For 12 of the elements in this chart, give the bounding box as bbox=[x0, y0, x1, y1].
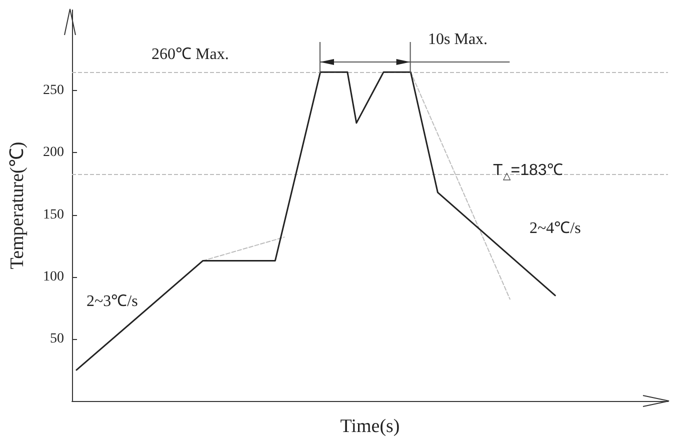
y-tick-label: 250 bbox=[43, 83, 64, 98]
ref-line-label: T$_{△}$=183℃ bbox=[493, 162, 563, 183]
annotation: 10s Max. bbox=[428, 31, 488, 48]
annotation: 2~3℃/s bbox=[86, 293, 138, 310]
y-tick-label: 100 bbox=[43, 269, 64, 284]
y-tick-label: 150 bbox=[43, 207, 64, 222]
y-tick-label: 50 bbox=[50, 331, 64, 346]
y-axis-title: Temperature(℃) bbox=[7, 142, 28, 270]
x-axis-title: Time(s) bbox=[340, 416, 400, 437]
y-tick-label: 200 bbox=[43, 145, 64, 160]
ref-line-label: 260℃ Max. bbox=[152, 46, 229, 64]
annotation: 2~4℃/s bbox=[530, 220, 581, 237]
